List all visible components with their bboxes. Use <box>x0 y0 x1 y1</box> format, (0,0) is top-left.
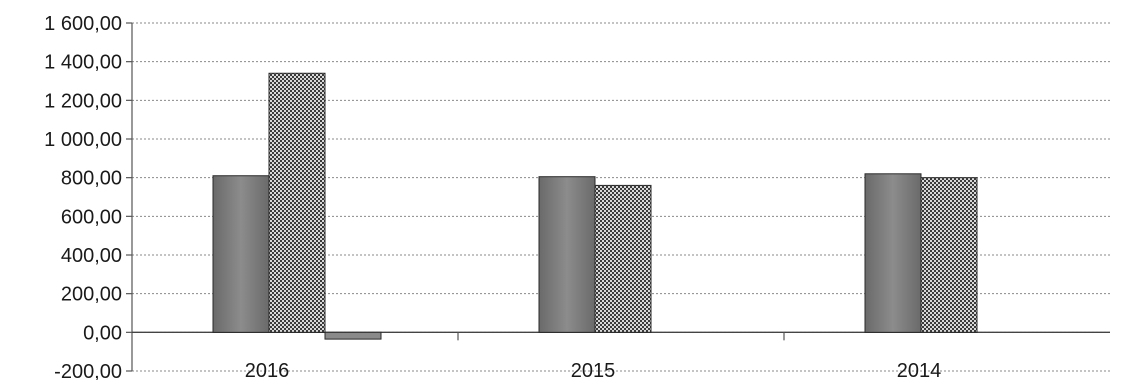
bar-2015-series-2 <box>594 184 652 333</box>
bar-2014-series-2 <box>920 177 978 333</box>
bar-2016-series-3 <box>324 331 382 340</box>
y-tick-label: 1 200,00 <box>44 90 122 112</box>
y-tick-label: 0,00 <box>83 322 122 344</box>
bar-2014-series-1 <box>864 173 922 333</box>
x-category-label: 2015 <box>571 360 616 380</box>
bar-2016-series-2 <box>268 72 326 333</box>
bar-2016-series-1 <box>212 175 270 333</box>
y-tick-label: 400,00 <box>61 245 122 267</box>
y-tick-label: 1 600,00 <box>44 13 122 35</box>
y-tick-label: 1 400,00 <box>44 52 122 74</box>
y-tick-label: -200,00 <box>54 361 122 380</box>
x-category-label: 2016 <box>245 360 290 380</box>
bars <box>212 72 978 340</box>
y-tick-label: 1 000,00 <box>44 129 122 151</box>
y-tick-label: 600,00 <box>61 206 122 228</box>
y-tick-label: 200,00 <box>61 284 122 306</box>
labels: 1 600,00 1 400,00 1 200,00 1 000,00 800,00 60… <box>44 13 941 380</box>
y-tick-label: 800,00 <box>61 168 122 190</box>
x-category-label: 2014 <box>897 360 942 380</box>
bar-2015-series-1 <box>538 176 596 333</box>
